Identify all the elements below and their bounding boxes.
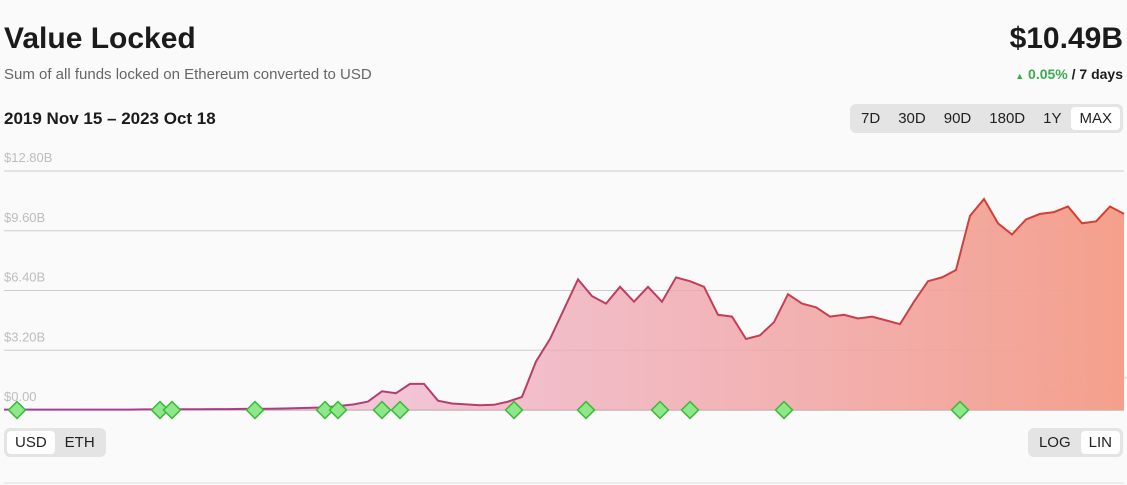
y-tick-label: $6.40B	[4, 270, 45, 285]
toggle-button[interactable]: 7D	[861, 110, 881, 127]
milestone[interactable]	[150, 400, 170, 420]
change-percent: 0.05%	[1028, 66, 1068, 82]
change: ▲ 0.05% / 7 days	[1015, 66, 1123, 82]
milestone[interactable]	[680, 400, 700, 420]
y-tick-label: $9.60B	[4, 210, 45, 225]
milestone[interactable]	[504, 400, 524, 420]
watermark: L2BEAT	[1043, 372, 1127, 397]
currency-buttons: USD ETH	[4, 428, 106, 457]
scale-buttons: LOG LIN	[1027, 428, 1123, 457]
date-range: 2019 Nov 15 – 2023 Oct 18	[4, 109, 216, 128]
milestone[interactable]	[576, 400, 596, 420]
area-fill	[4, 199, 1124, 410]
milestone[interactable]	[328, 400, 348, 420]
y-tick-label: $3.20B	[4, 329, 45, 344]
milestone[interactable]	[650, 400, 670, 420]
milestone[interactable]	[162, 400, 182, 420]
toggle-button[interactable]: 1Y	[1043, 110, 1062, 127]
total-value: $10.49B	[1009, 22, 1123, 55]
title: Value Locked	[4, 22, 196, 55]
toggle-button[interactable]: 30D	[898, 110, 926, 127]
y-tick-label: $12.80B	[4, 150, 52, 165]
period: / 7 days	[1071, 66, 1123, 82]
milestone[interactable]	[390, 400, 410, 420]
y-tick-label: $0.00	[4, 389, 37, 404]
milestone[interactable]	[950, 400, 970, 420]
toggle-button[interactable]: MAX	[1071, 107, 1120, 130]
milestone[interactable]	[372, 400, 392, 420]
milestone[interactable]	[315, 400, 335, 420]
toggle-button[interactable]: 90D	[943, 110, 972, 127]
milestone[interactable]	[774, 400, 794, 420]
toggle-button[interactable]: LIN	[1080, 431, 1120, 454]
milestone[interactable]	[7, 400, 27, 420]
milestone[interactable]	[245, 400, 265, 420]
range-buttons: 7D 30D 90D 180D 1Y MAX	[850, 104, 1123, 133]
area-line	[4, 197, 1125, 411]
toggle-button[interactable]: 180D	[989, 110, 1026, 127]
toggle-button[interactable]: LOG	[1038, 434, 1071, 451]
toggle-button[interactable]: ETH	[64, 434, 95, 451]
toggle-button[interactable]: USD	[7, 431, 55, 454]
subtitle: Sum of all funds locked on Ethereum conv…	[4, 66, 372, 83]
